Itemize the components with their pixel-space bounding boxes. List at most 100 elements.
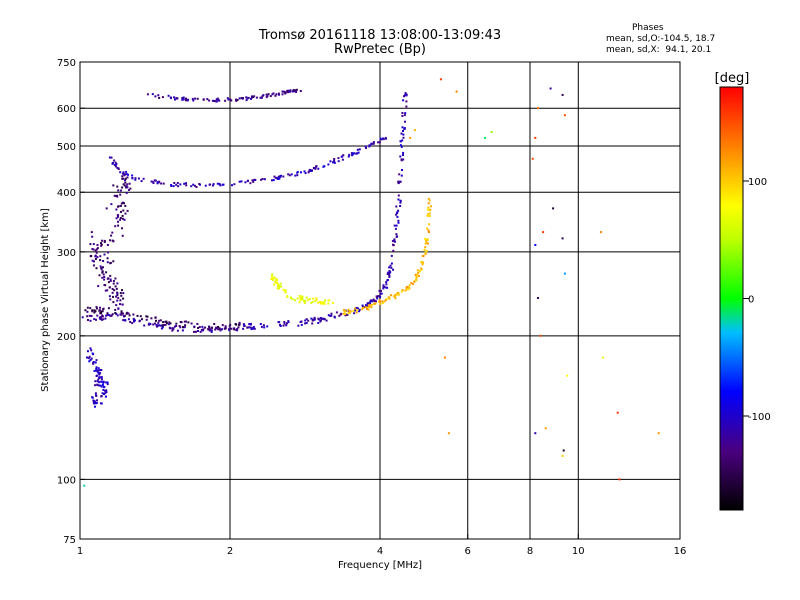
data-point [276, 279, 279, 282]
data-point [386, 273, 389, 275]
data-point [106, 277, 109, 280]
data-point [94, 384, 97, 387]
data-point [117, 220, 119, 223]
data-point [111, 313, 114, 316]
data-point [190, 322, 193, 325]
data-point [358, 148, 361, 151]
data-point [405, 105, 408, 108]
data-point [356, 309, 359, 312]
data-point [279, 325, 282, 327]
data-point [534, 136, 537, 139]
data-point [383, 285, 386, 288]
data-point [95, 366, 98, 369]
data-point [305, 296, 308, 299]
data-point [162, 321, 165, 324]
data-point [83, 484, 86, 487]
data-point [379, 295, 382, 298]
data-point [145, 315, 148, 318]
data-point [171, 329, 174, 332]
data-point [231, 184, 233, 187]
data-point [95, 367, 98, 370]
data-point [162, 182, 165, 185]
data-point [204, 184, 207, 187]
data-point [542, 231, 545, 234]
data-point [300, 171, 302, 174]
data-point [95, 359, 98, 362]
data-point [112, 295, 114, 298]
data-point [324, 299, 327, 302]
y-tick-label: 75 [63, 535, 76, 546]
data-point [377, 295, 380, 298]
data-point [206, 98, 209, 101]
data-point [100, 376, 103, 379]
data-point [368, 144, 371, 147]
data-point [242, 327, 245, 330]
data-point [366, 308, 369, 310]
data-point [439, 78, 442, 81]
data-point [428, 209, 431, 212]
data-point [98, 376, 101, 379]
data-point [165, 322, 168, 325]
data-point [426, 208, 429, 211]
data-point [427, 202, 430, 205]
data-point [131, 174, 134, 177]
data-point [185, 97, 187, 100]
data-point [158, 319, 161, 322]
data-point [240, 97, 243, 100]
data-point [426, 242, 429, 245]
data-point [96, 247, 99, 250]
data-point [269, 95, 272, 98]
data-point [395, 235, 398, 238]
data-point [274, 176, 277, 179]
data-point [127, 312, 130, 315]
data-point [368, 305, 371, 308]
data-point [142, 177, 145, 180]
data-point [393, 238, 396, 241]
data-point [101, 318, 103, 321]
data-point [304, 322, 307, 325]
data-point [185, 320, 188, 323]
data-point [120, 310, 123, 313]
data-point [121, 186, 124, 189]
data-point [388, 266, 391, 269]
data-point [563, 272, 566, 275]
data-point [192, 99, 195, 102]
data-point [401, 112, 404, 114]
data-point [274, 280, 277, 283]
data-point [126, 183, 129, 186]
data-point [252, 327, 255, 330]
data-point [187, 321, 190, 324]
data-point [618, 478, 621, 481]
grid-lines [80, 62, 680, 539]
x-tick-label: 10 [572, 546, 585, 557]
data-point [305, 322, 308, 324]
data-point [552, 207, 555, 210]
data-point [218, 183, 221, 186]
data-point [114, 165, 117, 168]
data-point [413, 129, 416, 132]
data-point [99, 265, 102, 268]
legend-line-o: mean, sd,O:-104.5, 18.7 [606, 34, 716, 44]
data-point [305, 318, 308, 321]
data-point [306, 299, 309, 302]
data-point [312, 318, 315, 321]
data-point [385, 298, 388, 301]
data-point [322, 317, 325, 320]
data-point [169, 322, 172, 325]
data-point [388, 271, 391, 274]
data-point [109, 274, 112, 277]
data-point [320, 319, 322, 322]
data-point [107, 281, 110, 284]
data-point [88, 360, 91, 363]
data-point [218, 99, 221, 102]
data-point [218, 327, 221, 330]
data-point [271, 279, 274, 281]
data-point [125, 185, 128, 188]
data-point [249, 326, 252, 329]
data-point [337, 160, 340, 163]
data-point [126, 176, 129, 179]
data-point [253, 327, 256, 330]
data-point [127, 318, 130, 321]
data-point [490, 131, 493, 133]
data-point [117, 167, 120, 170]
